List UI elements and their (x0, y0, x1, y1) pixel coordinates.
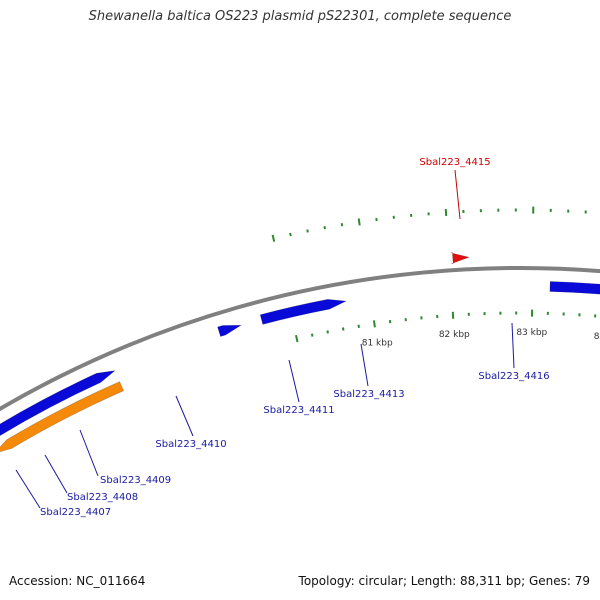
gene-label-sbal223_4413[interactable]: Sbal223_4413 (333, 389, 404, 400)
inner-tick-major (295, 334, 299, 343)
gene-feature[interactable] (0, 370, 116, 450)
gene-label-sbal223_4409[interactable]: Sbal223_4409 (100, 475, 171, 486)
gene-feature-sbal223_4415[interactable] (450, 252, 471, 265)
gene-label-sbal223_4411[interactable]: Sbal223_4411 (263, 405, 334, 416)
leader-line (454, 169, 461, 220)
map-title: Shewanella baltica OS223 plasmid pS22301… (88, 9, 512, 24)
kbp-label: 82 kbp (439, 330, 470, 340)
outer-tick-minor (323, 225, 326, 230)
outer-tick-major (357, 218, 361, 226)
accession-text: Accession: NC_011664 (9, 574, 146, 588)
kbp-label: 81 kbp (362, 339, 393, 349)
inner-tick-minor (326, 330, 329, 334)
topology-summary: Topology: circular; Length: 88,311 bp; G… (298, 574, 590, 588)
inner-tick-ring (295, 309, 597, 343)
leader-line (175, 395, 194, 437)
inner-tick-minor (357, 324, 360, 328)
outer-tick-major (271, 234, 276, 242)
kbp-label: 84 kbp (594, 332, 600, 342)
leader-line (44, 454, 68, 494)
inner-tick-minor (310, 333, 314, 337)
gene-label-sbal223_4407[interactable]: Sbal223_4407 (40, 507, 111, 518)
gene-label-sbal223_4410[interactable]: Sbal223_4410 (155, 439, 226, 450)
inner-tick-major (372, 320, 376, 328)
leader-line (511, 322, 515, 369)
leader-line (79, 429, 99, 477)
outer-tick-minor (289, 232, 292, 237)
gene-features (0, 252, 600, 454)
gene-label-sbal223_4416[interactable]: Sbal223_4416 (478, 371, 549, 382)
gene-feature-sbal223_4411[interactable] (217, 324, 243, 337)
gene-feature-sbal223_4410[interactable] (0, 381, 125, 454)
outer-tick-minor (340, 223, 344, 227)
gene-label-sbal223_4415[interactable]: Sbal223_4415 (419, 157, 490, 168)
gene-feature-sbal223_4416[interactable] (549, 281, 600, 295)
outer-tick-ring (271, 206, 587, 242)
gene-label-sbal223_4408[interactable]: Sbal223_4408 (67, 492, 138, 503)
kbp-label: 83 kbp (516, 328, 547, 338)
gene-labels: Sbal223_4407 Sbal223_4408 Sbal223_4409 Sbal… (15, 157, 550, 518)
backbone-arc (0, 266, 600, 412)
inner-tick-minor (341, 327, 345, 331)
outer-tick-minor (306, 229, 309, 233)
leader-line (360, 343, 369, 387)
gene-feature-sbal223_4413[interactable] (259, 299, 348, 325)
leader-line (288, 359, 300, 403)
leader-line (15, 469, 41, 509)
